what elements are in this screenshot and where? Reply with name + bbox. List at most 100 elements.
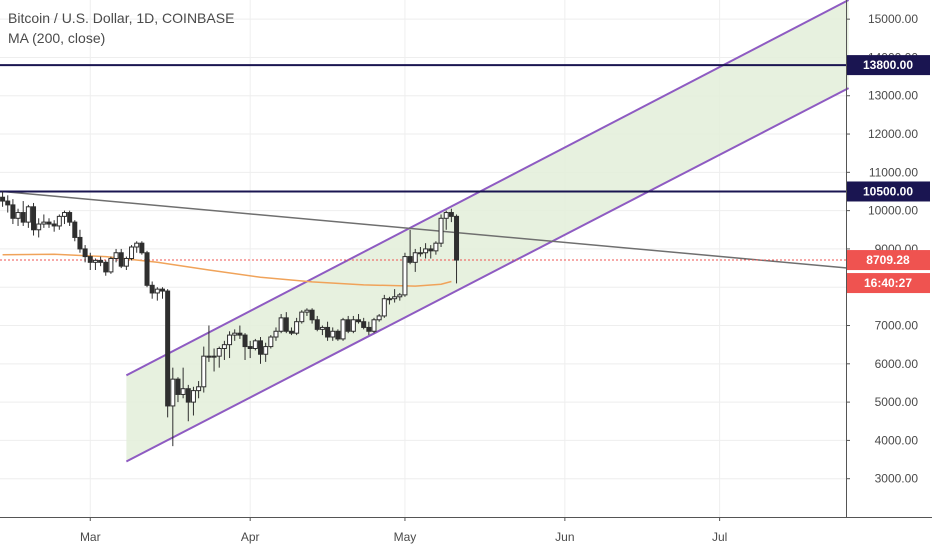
axes xyxy=(0,0,932,518)
candle-body xyxy=(294,321,300,334)
symbol-title[interactable]: Bitcoin / U.S. Dollar, 1D, COINBASE xyxy=(8,10,235,26)
candle-body xyxy=(283,317,289,332)
candle-body xyxy=(376,315,382,321)
candle-body xyxy=(165,290,171,407)
candle-body xyxy=(175,378,181,395)
candle-body xyxy=(314,319,320,330)
candle-body xyxy=(77,236,83,250)
price-tags: 13800.00 10500.00 8709.28 16:40:27 xyxy=(847,55,930,294)
candle-body xyxy=(258,340,264,355)
candle-body xyxy=(185,388,191,403)
candle-body xyxy=(216,347,222,357)
candle-body xyxy=(304,309,310,313)
candle-body xyxy=(103,261,109,273)
moving-average-line xyxy=(2,253,452,287)
channel-fill xyxy=(126,0,849,462)
time-axis-tick-label: Jun xyxy=(555,530,574,544)
bar-countdown-tag-background xyxy=(847,273,930,294)
trend-line[interactable] xyxy=(2,190,849,269)
level-price-tag-background xyxy=(847,181,930,202)
candle-body xyxy=(227,334,233,346)
candle-body xyxy=(5,200,11,206)
candle-body xyxy=(263,346,269,355)
level-price-tag-background xyxy=(847,55,930,76)
price-axis-tick-label: 12000.00 xyxy=(868,127,918,141)
candle-body xyxy=(0,196,6,202)
candle-body xyxy=(309,309,315,321)
candle-body xyxy=(330,330,336,338)
candle-body xyxy=(361,321,367,328)
candle-body xyxy=(56,215,62,227)
candle-body xyxy=(113,252,119,259)
candlestick-series xyxy=(0,191,460,447)
candle-body xyxy=(118,252,124,267)
moving-average-polyline xyxy=(2,253,452,287)
candle-body xyxy=(196,386,202,392)
candle-body xyxy=(190,390,196,403)
candle-body xyxy=(72,221,78,238)
candle-body xyxy=(366,326,372,332)
candle-body xyxy=(319,326,325,330)
candle-body xyxy=(335,330,341,340)
candle-body xyxy=(15,212,21,219)
candle-body xyxy=(417,252,423,255)
candle-body xyxy=(237,332,243,336)
candle-body xyxy=(36,223,42,231)
time-axis-tick-label: Mar xyxy=(80,530,101,544)
time-axis-labels[interactable]: Mar Apr May Jun Jul xyxy=(80,517,727,544)
candle-body xyxy=(180,388,186,395)
candle-body xyxy=(407,256,413,263)
candle-body xyxy=(438,217,444,244)
candle-body xyxy=(61,212,67,217)
candle-body xyxy=(46,221,52,225)
trend-line-segment xyxy=(2,190,849,269)
candle-body xyxy=(211,355,217,358)
candle-body xyxy=(412,252,418,263)
candle-body xyxy=(402,256,408,296)
candle-body xyxy=(345,319,351,332)
time-axis-tick-label: Jul xyxy=(712,530,727,544)
candle-body xyxy=(67,212,73,223)
candle-body xyxy=(154,288,160,294)
price-axis-tick-label: 7000.00 xyxy=(875,319,919,333)
candle-body xyxy=(381,298,387,317)
price-axis-tick-label: 5000.00 xyxy=(875,395,919,409)
price-axis-tick-label: 10000.00 xyxy=(868,204,918,218)
candle-body xyxy=(325,326,331,338)
candle-body xyxy=(454,215,460,261)
level-price-tag-text: 13800.00 xyxy=(863,58,913,72)
bar-countdown-tag-text: 16:40:27 xyxy=(864,276,912,290)
level-price-tag-text: 10500.00 xyxy=(863,184,913,198)
last-price-tag-background xyxy=(847,250,930,271)
channel-upper-line xyxy=(125,0,850,377)
candle-body xyxy=(356,319,362,323)
candle-body xyxy=(268,336,274,348)
candle-body xyxy=(108,258,114,273)
candle-body xyxy=(443,212,449,219)
candle-body xyxy=(170,378,176,407)
candle-body xyxy=(25,206,31,223)
chart-legend: Bitcoin / U.S. Dollar, 1D, COINBASE MA (… xyxy=(8,8,234,48)
candle-body xyxy=(92,259,98,263)
price-axis-tick-label: 3000.00 xyxy=(875,472,919,486)
candle-body xyxy=(134,242,140,248)
candle-body xyxy=(51,223,57,227)
candle-body xyxy=(144,252,150,286)
candle-body xyxy=(433,242,439,252)
candle-body xyxy=(350,319,356,332)
candle-body xyxy=(386,298,392,301)
candle-body xyxy=(129,246,135,259)
candle-body xyxy=(278,317,284,332)
price-axis-tick-label: 11000.00 xyxy=(869,165,918,179)
regression-channel[interactable] xyxy=(125,0,850,463)
candle-body xyxy=(288,330,294,334)
candle-body xyxy=(392,296,398,300)
indicator-label[interactable]: MA (200, close) xyxy=(8,30,106,46)
last-price-tag-text: 8709.28 xyxy=(866,253,910,267)
time-axis-tick-label: Apr xyxy=(241,530,260,544)
candle-body xyxy=(41,221,47,225)
candle-body xyxy=(242,334,248,348)
horizontal-levels[interactable] xyxy=(0,64,846,193)
candle-body xyxy=(123,258,129,267)
